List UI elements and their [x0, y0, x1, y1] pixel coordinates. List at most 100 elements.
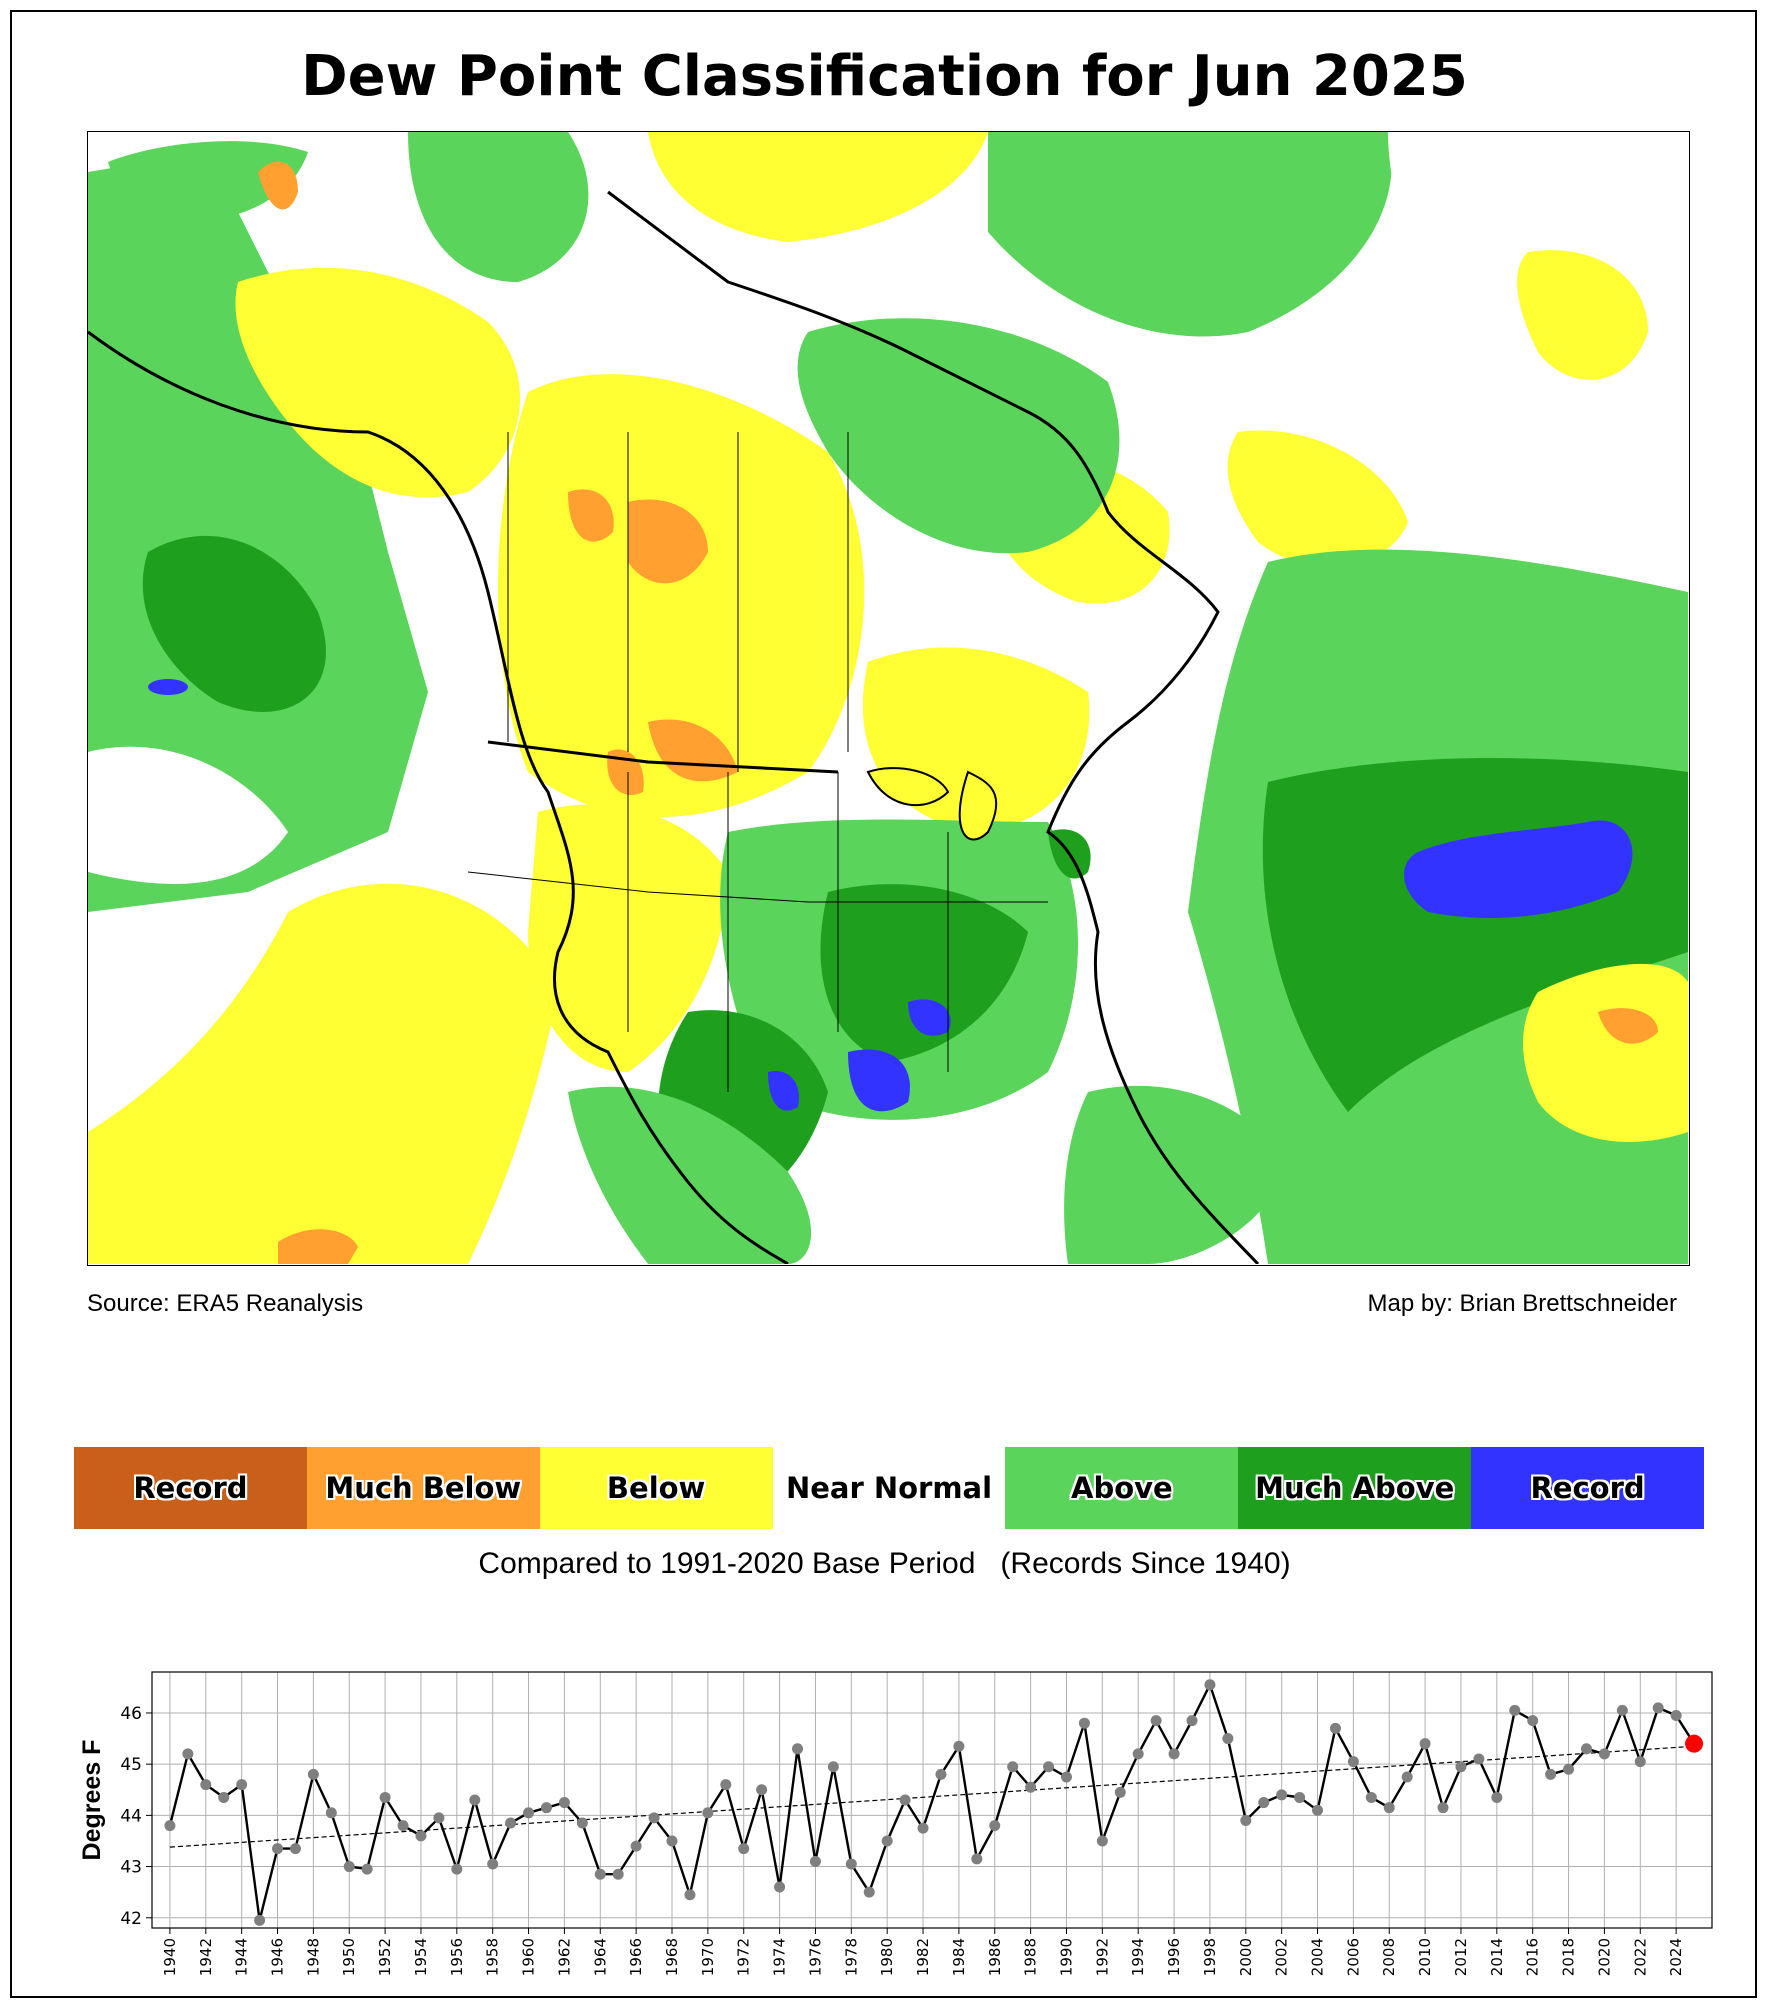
- data-point: [272, 1843, 284, 1855]
- x-tick-label: 1982: [914, 1938, 932, 1976]
- data-point: [182, 1748, 194, 1760]
- data-point: [1150, 1715, 1162, 1727]
- data-point: [1598, 1748, 1610, 1760]
- data-point: [1007, 1761, 1019, 1773]
- base-period-note: Compared to 1991-2020 Base Period (Recor…: [478, 1547, 1291, 1580]
- data-point: [666, 1835, 678, 1847]
- legend-below: Below: [539, 1447, 773, 1529]
- y-tick-label: 44: [120, 1806, 142, 1826]
- data-point: [1545, 1768, 1557, 1780]
- data-point: [1204, 1679, 1216, 1691]
- highlight-point: [1685, 1734, 1704, 1753]
- x-tick-label: 1956: [448, 1938, 466, 1976]
- x-tick-label: 1964: [591, 1938, 609, 1976]
- legend-above: Above: [1005, 1447, 1239, 1529]
- data-point: [630, 1840, 642, 1852]
- x-tick-label: 2020: [1595, 1938, 1613, 1976]
- data-point: [809, 1855, 821, 1867]
- data-point: [1616, 1704, 1628, 1716]
- y-tick-label: 42: [120, 1909, 142, 1929]
- data-point: [254, 1914, 266, 1926]
- data-point: [1652, 1702, 1664, 1714]
- legend-near-normal-label: Near Normal: [785, 1471, 993, 1505]
- data-point: [881, 1835, 893, 1847]
- x-tick-label: 1996: [1165, 1938, 1183, 1976]
- classification-legend: Record Much Below Below Near Normal Abov…: [74, 1447, 1705, 1529]
- data-point: [756, 1784, 768, 1796]
- x-tick-label: 1978: [842, 1938, 860, 1976]
- x-tick-label: 1988: [1022, 1938, 1040, 1976]
- data-point: [1347, 1756, 1359, 1768]
- data-point: [935, 1768, 947, 1780]
- legend-record-high-label: Record: [1530, 1471, 1645, 1505]
- data-point: [307, 1768, 319, 1780]
- x-tick-label: 2006: [1344, 1938, 1362, 1976]
- y-tick-label: 46: [120, 1704, 142, 1724]
- data-point: [774, 1881, 786, 1893]
- legend-much-below: Much Below: [306, 1447, 540, 1529]
- data-point: [899, 1794, 911, 1806]
- x-tick-label: 1960: [520, 1938, 538, 1976]
- x-tick-label: 1954: [412, 1938, 430, 1976]
- legend-much-above: Much Above: [1238, 1447, 1472, 1529]
- x-tick-label: 1966: [627, 1938, 645, 1976]
- data-point: [469, 1794, 481, 1806]
- data-point: [415, 1830, 427, 1842]
- data-point: [164, 1820, 176, 1832]
- x-tick-label: 1946: [269, 1938, 287, 1976]
- data-point: [1276, 1789, 1288, 1801]
- x-tick-label: 1948: [304, 1938, 322, 1976]
- x-tick-label: 2004: [1309, 1938, 1327, 1976]
- x-tick-label: 1992: [1093, 1938, 1111, 1976]
- data-point: [576, 1817, 588, 1829]
- plot-frame: [151, 1671, 1713, 1929]
- data-point: [648, 1812, 660, 1824]
- x-tick-label: 2012: [1452, 1938, 1470, 1976]
- x-tick-label: 1942: [197, 1938, 215, 1976]
- data-point: [1437, 1802, 1449, 1814]
- data-point: [845, 1858, 857, 1870]
- x-tick-label: 2010: [1416, 1938, 1434, 1976]
- data-point: [325, 1807, 337, 1819]
- x-tick-label: 1958: [484, 1938, 502, 1976]
- data-point: [1312, 1804, 1324, 1816]
- data-point: [361, 1863, 373, 1875]
- data-point: [792, 1743, 804, 1755]
- data-point: [594, 1868, 606, 1880]
- data-point: [1419, 1738, 1431, 1750]
- x-tick-label: 1972: [735, 1938, 753, 1976]
- data-point: [971, 1853, 983, 1865]
- legend-record-low: Record: [74, 1447, 307, 1529]
- x-tick-label: 2002: [1273, 1938, 1291, 1976]
- legend-much-above-label: Much Above: [1255, 1471, 1455, 1505]
- data-point: [863, 1886, 875, 1898]
- page-title: Dew Point Classification for Jun 2025: [301, 44, 1468, 109]
- data-point: [1078, 1717, 1090, 1729]
- data-point: [1580, 1743, 1592, 1755]
- data-point: [1491, 1791, 1503, 1803]
- data-point: [523, 1807, 535, 1819]
- legend-below-label: Below: [606, 1471, 706, 1505]
- x-tick-label: 2024: [1667, 1938, 1685, 1976]
- map-graphic: [88, 132, 1688, 1264]
- source-label: Source: ERA5 Reanalysis: [87, 1290, 364, 1317]
- data-point: [1132, 1748, 1144, 1760]
- data-point: [612, 1868, 624, 1880]
- data-point: [1240, 1814, 1252, 1826]
- x-tick-label: 1968: [663, 1938, 681, 1976]
- x-tick-label: 1970: [699, 1938, 717, 1976]
- legend-near-normal: Near Normal: [772, 1447, 1006, 1529]
- x-tick-label: 2008: [1380, 1938, 1398, 1976]
- y-axis-label: Degrees F: [78, 1740, 106, 1861]
- x-tick-label: 2016: [1524, 1938, 1542, 1976]
- data-point: [989, 1820, 1001, 1832]
- x-tick-label: 1984: [950, 1938, 968, 1976]
- data-point: [917, 1822, 929, 1834]
- data-point: [720, 1779, 732, 1791]
- data-point: [738, 1843, 750, 1855]
- data-point: [1222, 1733, 1234, 1745]
- legend-above-label: Above: [1071, 1471, 1173, 1505]
- x-tick-label: 1950: [340, 1938, 358, 1976]
- data-point: [1473, 1753, 1485, 1765]
- data-point: [1025, 1781, 1037, 1793]
